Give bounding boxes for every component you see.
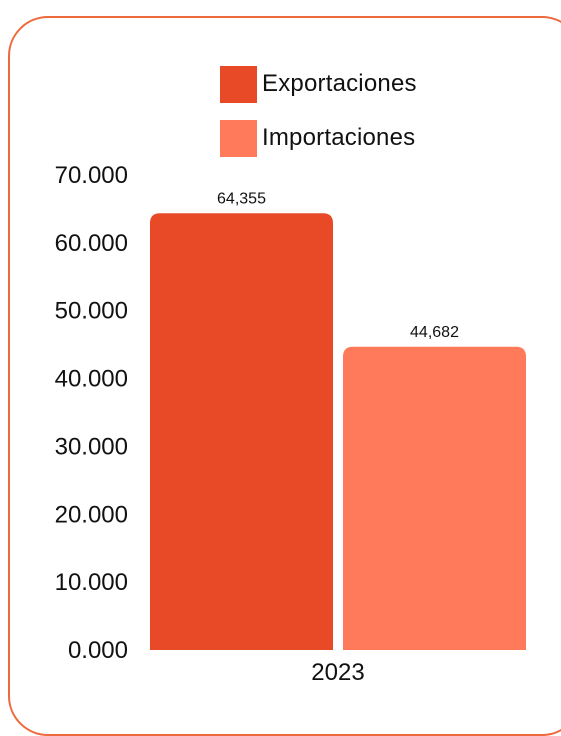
y-tick-label: 50.000 (55, 298, 128, 325)
legend-item-importaciones: Importaciones (220, 119, 415, 157)
bar-exportaciones (150, 213, 333, 650)
legend-swatch-exportaciones (220, 65, 257, 103)
data-label-exportaciones: 64,355 (217, 190, 266, 207)
legend-swatch-importaciones (220, 119, 257, 157)
legend-label-exportaciones: Exportaciones (262, 70, 417, 97)
legend-label-importaciones: Importaciones (262, 124, 416, 151)
data-label-importaciones: 44,682 (410, 324, 459, 341)
bar-importaciones (343, 346, 526, 650)
y-tick-label: 30.000 (55, 433, 128, 460)
legend-item-exportaciones: Exportaciones (220, 65, 417, 103)
y-tick-label: 70.000 (55, 162, 128, 189)
y-tick-label: 0.000 (68, 637, 128, 664)
x-tick-label: 2023 (311, 659, 364, 686)
y-tick-label: 40.000 (55, 366, 128, 393)
y-tick-label: 10.000 (55, 569, 128, 596)
y-tick-label: 20.000 (55, 501, 128, 528)
bar-chart: 0.000 10.000 20.000 30.000 40.000 50.000 60.00… (55, 162, 526, 686)
y-tick-label: 60.000 (55, 230, 128, 257)
